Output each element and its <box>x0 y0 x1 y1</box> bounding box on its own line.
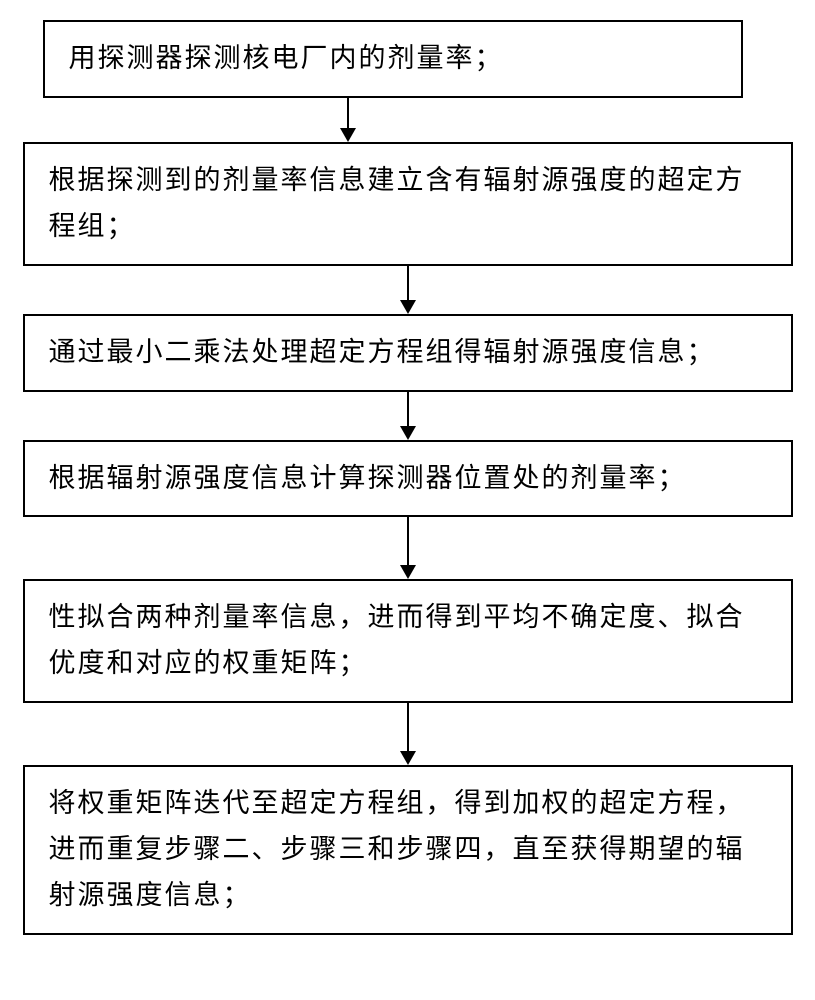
arrow-line-4 <box>407 517 409 565</box>
step-box-5: 性拟合两种剂量率信息，进而得到平均不确定度、拟合优度和对应的权重矩阵； <box>23 579 793 703</box>
step-box-4: 根据辐射源强度信息计算探测器位置处的剂量率； <box>23 440 793 518</box>
arrow-line-1 <box>347 98 349 128</box>
arrow-head-1 <box>340 128 356 142</box>
arrow-line-3 <box>407 392 409 426</box>
step-text-5: 性拟合两种剂量率信息，进而得到平均不确定度、拟合优度和对应的权重矩阵； <box>49 595 767 687</box>
step-box-3: 通过最小二乘法处理超定方程组得辐射源强度信息； <box>23 314 793 392</box>
arrow-4 <box>400 517 416 579</box>
flowchart-container: 用探测器探测核电厂内的剂量率； 根据探测到的剂量率信息建立含有辐射源强度的超定方… <box>0 0 815 935</box>
arrow-2 <box>400 266 416 314</box>
arrow-head-2 <box>400 300 416 314</box>
arrow-head-4 <box>400 565 416 579</box>
step-text-3: 通过最小二乘法处理超定方程组得辐射源强度信息； <box>49 330 767 376</box>
step-text-4: 根据辐射源强度信息计算探测器位置处的剂量率； <box>49 456 767 502</box>
step-text-1: 用探测器探测核电厂内的剂量率； <box>69 36 717 82</box>
arrow-5 <box>400 703 416 765</box>
arrow-3 <box>400 392 416 440</box>
arrow-line-5 <box>407 703 409 751</box>
arrow-head-5 <box>400 751 416 765</box>
step-box-2: 根据探测到的剂量率信息建立含有辐射源强度的超定方程组； <box>23 142 793 266</box>
step-box-6: 将权重矩阵迭代至超定方程组，得到加权的超定方程，进而重复步骤二、步骤三和步骤四，… <box>23 765 793 935</box>
step-text-2: 根据探测到的剂量率信息建立含有辐射源强度的超定方程组； <box>49 158 767 250</box>
arrow-1 <box>340 98 356 142</box>
step-box-1: 用探测器探测核电厂内的剂量率； <box>43 20 743 98</box>
arrow-line-2 <box>407 266 409 300</box>
arrow-head-3 <box>400 426 416 440</box>
step-text-6: 将权重矩阵迭代至超定方程组，得到加权的超定方程，进而重复步骤二、步骤三和步骤四，… <box>49 781 767 919</box>
